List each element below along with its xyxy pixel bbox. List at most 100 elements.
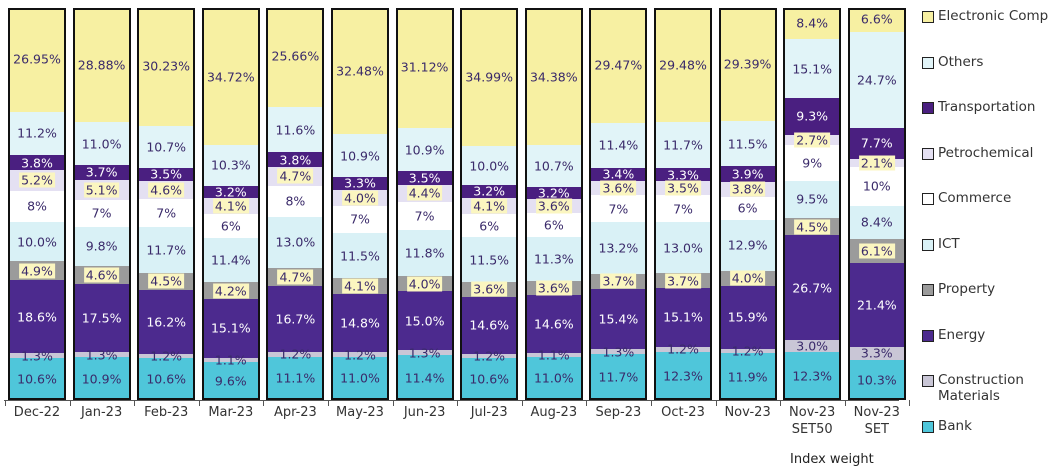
value-label: 4.1% (212, 198, 249, 214)
x-tick (69, 400, 71, 406)
legend-item: Transportation (922, 99, 1062, 115)
value-label: 1.3% (408, 345, 441, 361)
x-tick (457, 400, 459, 406)
value-label: 34.72% (206, 69, 255, 85)
value-label: 4.5% (148, 273, 185, 289)
value-label: 11.0% (81, 136, 122, 152)
bar-segment (74, 357, 129, 398)
value-label: 10.6% (146, 371, 187, 387)
bar-segment (268, 356, 323, 398)
bar-segment (397, 127, 452, 172)
bar-segment (139, 10, 194, 126)
bar-column (718, 8, 777, 400)
bar-segment (139, 358, 194, 398)
bar-segment (139, 289, 194, 354)
value-label: 4.5% (794, 219, 831, 235)
value-label: 11.5% (340, 248, 380, 264)
value-label: 15.4% (598, 311, 639, 327)
x-tick-label: Dec-22 (13, 405, 61, 420)
legend-swatch (922, 284, 934, 296)
value-label: 10.6% (17, 371, 57, 387)
legend-swatch (922, 193, 934, 205)
value-label: 18.6% (17, 309, 57, 325)
x-tick-label: Nov-23 (724, 405, 771, 420)
value-label: 9.6% (214, 373, 247, 389)
x-tick (392, 400, 394, 406)
x-tick-label: Nov-23 SET (853, 405, 900, 437)
bar-column (847, 8, 906, 400)
value-label: 1.1% (537, 347, 570, 363)
bar-segment (849, 359, 904, 398)
x-tick-label: Aug-23 (530, 405, 578, 420)
bar-segment (462, 212, 517, 238)
x-tick-label: Oct-23 (661, 405, 705, 420)
legend-label: Petrochemical (938, 144, 1034, 161)
bar-segment (397, 290, 452, 351)
value-label: 7% (91, 205, 112, 221)
legend-label: Energy (938, 326, 986, 343)
value-label: 1.3% (85, 347, 118, 363)
value-label: 13.0% (663, 240, 703, 256)
value-label: 3.2% (473, 183, 506, 199)
value-label: 3.9% (731, 166, 764, 182)
bar-segment (591, 121, 646, 168)
value-label: 6% (479, 218, 500, 234)
value-label: 3.8% (279, 152, 312, 168)
bar-segment (268, 10, 323, 107)
x-tick (198, 400, 200, 406)
value-label: 3.8% (21, 155, 53, 171)
bar-segment (720, 353, 775, 398)
bar-segment (203, 236, 258, 283)
value-label: 1.2% (150, 348, 183, 364)
bar-segment (462, 10, 517, 146)
legend-item: ICT (922, 236, 1062, 252)
value-label: 34.38% (529, 69, 578, 85)
bar-segment (333, 204, 387, 234)
value-label: 3.7% (85, 164, 118, 180)
value-label: 29.48% (659, 57, 707, 73)
value-label: 11.7% (146, 242, 187, 258)
value-label: 26.95% (13, 51, 61, 67)
value-label: 8.4% (860, 214, 893, 230)
value-label: 1.2% (473, 348, 506, 364)
value-label: 11.0% (533, 370, 574, 386)
bar-segment (849, 127, 904, 159)
value-label: 10.3% (856, 372, 897, 388)
bar-segment (462, 236, 517, 283)
bar-segment (139, 124, 194, 168)
value-label: 4.4% (406, 185, 443, 201)
value-label: 29.47% (594, 57, 643, 73)
bar-segment (591, 10, 646, 123)
x-tick-label: Nov-23 SET50 (789, 405, 836, 437)
x-tick (328, 400, 329, 406)
x-tick (844, 400, 846, 406)
value-label: 24.7% (856, 72, 897, 88)
value-label: 9% (802, 155, 823, 171)
value-label: 10.9% (404, 142, 445, 158)
bar-segment (10, 358, 64, 398)
legend-swatch (922, 238, 934, 251)
legend-swatch (922, 56, 934, 69)
legend-item: Energy (922, 327, 1062, 343)
value-label: 14.8% (340, 315, 380, 331)
value-label: 16.2% (146, 314, 187, 330)
bar-column (524, 8, 583, 400)
bar-segment (203, 362, 258, 398)
value-label: 1.2% (344, 347, 376, 363)
bar-segment (656, 10, 710, 123)
bar-segment (849, 30, 904, 129)
bar-column (589, 8, 648, 400)
value-label: 3.0% (796, 338, 829, 354)
bar-segment (849, 10, 904, 32)
value-label: 4.7% (277, 269, 314, 285)
legend-swatch (922, 11, 934, 23)
bar-segment (591, 287, 646, 350)
value-label: 10% (862, 178, 891, 194)
bar-segment (462, 145, 517, 186)
value-label: 3.7% (665, 273, 701, 289)
value-label: 6.6% (860, 11, 893, 27)
value-label: 11.9% (727, 369, 768, 385)
legend-item: Commerce (922, 190, 1062, 206)
value-label: 13.0% (275, 234, 316, 250)
value-label: 3.6% (535, 280, 572, 296)
